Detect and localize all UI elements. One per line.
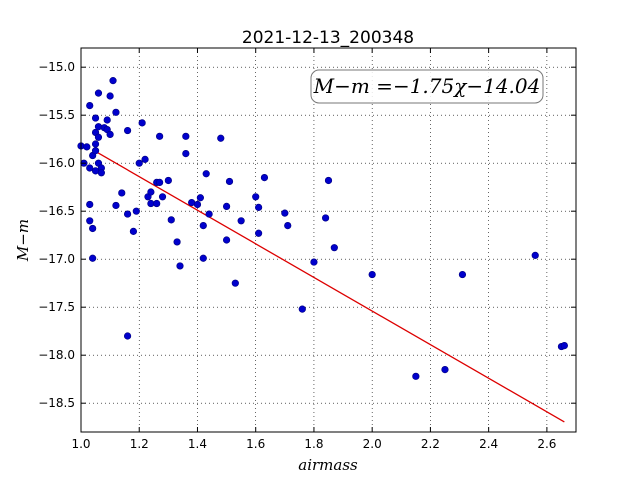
data-point	[199, 254, 207, 262]
data-point	[252, 193, 260, 201]
data-point	[202, 170, 210, 178]
chart-title: 2021-12-13_200348	[242, 28, 414, 48]
data-point	[284, 222, 292, 230]
points-layer	[77, 77, 568, 380]
y-axis-label: M−m	[14, 219, 32, 262]
data-point	[86, 101, 94, 110]
data-point	[441, 366, 449, 374]
data-point	[205, 210, 213, 218]
x-tick-label: 2.4	[479, 437, 498, 451]
data-point	[225, 177, 234, 186]
data-point	[86, 217, 94, 225]
data-point	[89, 224, 97, 233]
data-point	[141, 155, 149, 163]
x-tick-label: 1.0	[71, 437, 90, 451]
data-point	[97, 169, 105, 177]
x-tick-label: 2.6	[537, 437, 556, 451]
x-tick-label: 2.0	[363, 437, 382, 451]
data-point	[298, 305, 306, 313]
fit-equation-label: M−m =−1.75χ−14.04	[313, 74, 541, 98]
y-tick-label: −17.0	[38, 252, 75, 266]
data-point	[158, 193, 167, 201]
data-point	[118, 189, 126, 197]
data-point	[281, 209, 289, 217]
data-point	[129, 227, 138, 235]
ticks-layer: 1.0 1.2 1.4 1.6 1.8 2.0 2.2 2.4 2.6 −15.0 −15.5 −16…	[38, 48, 576, 451]
y-tick-label: −18.0	[38, 348, 75, 362]
plot-frame	[80, 47, 577, 433]
data-point	[83, 143, 91, 151]
y-tick-label: −15.0	[38, 60, 75, 74]
data-point	[560, 342, 568, 350]
x-tick-label: 1.6	[246, 437, 265, 451]
data-point	[86, 200, 94, 209]
data-point	[94, 89, 103, 97]
data-point	[321, 214, 330, 222]
data-point	[255, 203, 263, 211]
data-point	[123, 210, 132, 218]
fit-line-layer	[95, 150, 565, 423]
data-point	[199, 222, 207, 230]
data-point	[222, 202, 231, 210]
data-point	[156, 178, 164, 186]
data-point	[330, 244, 338, 252]
data-point	[91, 140, 100, 148]
data-point	[176, 262, 184, 270]
data-point	[196, 194, 204, 202]
data-point	[173, 238, 181, 246]
data-point	[193, 200, 202, 209]
data-point	[135, 159, 143, 167]
data-point	[123, 332, 132, 340]
x-tick-label: 1.2	[130, 437, 149, 451]
fit-line	[95, 150, 565, 423]
data-point	[91, 114, 100, 122]
data-point	[109, 77, 117, 85]
data-point	[458, 270, 467, 279]
grid	[80, 48, 576, 432]
data-point	[147, 188, 155, 196]
data-point	[103, 116, 111, 124]
data-point	[106, 130, 114, 138]
data-point	[112, 108, 120, 116]
x-tick-label: 1.8	[304, 437, 323, 451]
data-point	[156, 132, 164, 140]
data-point	[324, 176, 333, 185]
data-point	[368, 270, 376, 279]
annotation-box: M−m =−1.75χ−14.04	[310, 69, 544, 104]
data-point	[164, 176, 172, 185]
data-point	[89, 254, 97, 262]
data-point	[138, 119, 146, 127]
data-point	[255, 229, 263, 237]
y-tick-label: −16.0	[38, 156, 75, 170]
data-point	[91, 147, 100, 155]
data-point	[222, 236, 231, 244]
data-point	[86, 164, 94, 172]
data-point	[123, 126, 132, 135]
data-point	[94, 123, 103, 131]
data-point	[237, 217, 245, 225]
data-point	[106, 92, 114, 100]
y-tick-label: −18.5	[38, 396, 75, 410]
data-point	[412, 372, 420, 380]
data-point	[531, 251, 539, 259]
data-point	[132, 207, 140, 215]
data-point	[217, 134, 225, 142]
data-point	[260, 174, 269, 182]
data-point	[231, 279, 239, 287]
data-point	[167, 216, 175, 224]
y-tick-label: −16.5	[38, 204, 75, 218]
data-point	[182, 132, 190, 140]
data-point	[112, 201, 120, 210]
x-axis-label: airmass	[298, 456, 358, 474]
y-tick-label: −17.5	[38, 300, 75, 314]
data-point	[94, 133, 103, 141]
x-tick-label: 1.4	[188, 437, 207, 451]
data-point	[153, 199, 161, 208]
x-tick-label: 2.2	[421, 437, 440, 451]
y-tick-label: −15.5	[38, 108, 75, 122]
data-point	[310, 258, 318, 266]
data-point	[182, 150, 190, 158]
